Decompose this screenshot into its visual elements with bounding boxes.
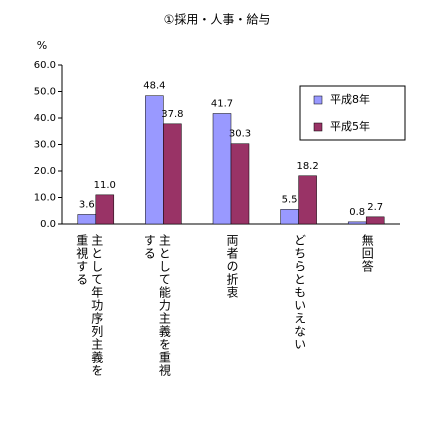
value-label: 2.7 (367, 202, 383, 213)
legend-swatch (313, 95, 323, 105)
y-tick-label: 40.0 (34, 113, 56, 124)
x-tick-label: 無回答 (360, 234, 375, 273)
value-label: 37.8 (161, 109, 183, 120)
value-label: 41.7 (211, 98, 233, 109)
bar (230, 143, 250, 225)
value-label: 11.0 (94, 180, 116, 191)
x-tick-label: 主として年功序列主義を重視する (74, 234, 104, 377)
bar (95, 194, 115, 225)
x-tick-label: どちらともいえない (292, 234, 307, 351)
legend-box (299, 85, 406, 141)
bar (365, 216, 385, 225)
y-tick-label: 0.0 (40, 219, 56, 230)
bar (347, 221, 367, 225)
y-tick-label: 30.0 (34, 140, 56, 151)
value-label: 18.2 (296, 161, 318, 172)
y-tick-label: 60.0 (34, 60, 56, 71)
bar (298, 175, 317, 225)
legend-label: 平成8年 (330, 92, 370, 106)
legend-label: 平成5年 (330, 119, 370, 133)
chart-title: ①採用・人事・給与 (164, 13, 271, 27)
y-unit: % (37, 39, 47, 52)
value-label: 0.8 (349, 207, 365, 218)
value-label: 30.3 (229, 129, 251, 140)
bar (163, 123, 182, 225)
x-tick-label: 主として能力主義を重視する (142, 234, 172, 377)
y-tick-label: 50.0 (34, 87, 56, 98)
bar (280, 209, 299, 225)
value-label: 3.6 (79, 199, 95, 210)
y-tick-label: 10.0 (34, 193, 56, 204)
value-label: 48.4 (143, 81, 165, 92)
bar (77, 214, 97, 225)
value-label: 5.5 (282, 194, 298, 205)
legend-swatch (313, 122, 323, 132)
y-tick-label: 20.0 (34, 166, 56, 177)
x-tick-label: 両者の折衷 (225, 234, 239, 299)
